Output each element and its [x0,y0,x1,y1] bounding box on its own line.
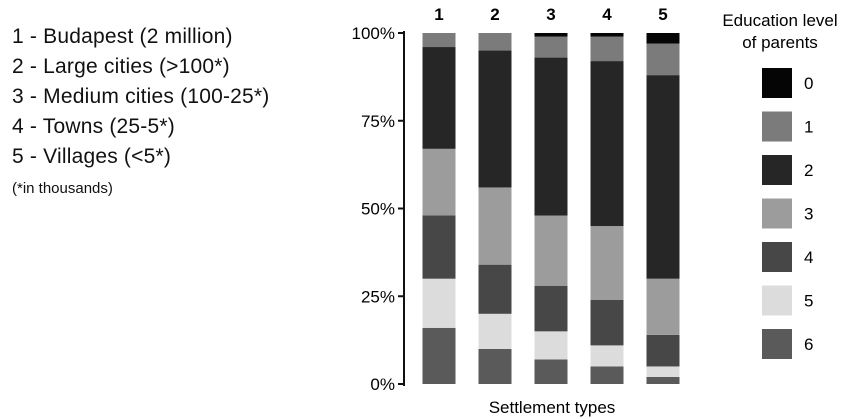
bar-segment-4 [534,285,568,332]
bars [422,33,680,384]
bar-segment-0 [534,33,568,37]
bar-segment-2 [646,75,680,279]
y-tick-label: 50% [361,200,395,219]
bar-segment-1 [478,33,512,51]
bar-segment-3 [422,148,456,216]
settlement-note: 2 - Large cities (>100*) [12,55,230,78]
category-labels: 1 2 3 4 5 [434,5,667,24]
bar-segment-1 [590,36,624,62]
category-label: 2 [490,5,499,24]
settlement-note: 5 - Villages (<5*) [12,145,172,168]
bar-segment-3 [478,187,512,265]
category-label: 1 [434,5,443,24]
bar-segment-3 [646,278,680,335]
bar-segment-6 [590,366,624,384]
bar-segment-5 [478,313,512,349]
legend-title: of parents [742,33,818,52]
bar-segment-0 [590,33,624,37]
bar-segment-2 [478,50,512,188]
bar-segment-6 [534,359,568,384]
thousands-footnote: (*in thousands) [12,180,113,197]
legend-label: 6 [804,335,813,354]
bar-segment-6 [646,376,680,384]
bar-segment-5 [422,278,456,328]
settlement-note: 4 - Towns (25-5*) [12,115,175,138]
y-tick-label: 0% [370,375,395,394]
y-tick-label: 75% [361,112,395,131]
legend-swatch-1 [762,111,792,142]
category-label: 4 [602,5,612,24]
bar-segment-1 [534,36,568,58]
bar-segment-4 [590,299,624,346]
bar-segment-3 [590,226,624,300]
legend-swatch-6 [762,329,792,359]
x-axis-title: Settlement types [489,398,616,417]
y-tick-label: 25% [361,287,395,306]
bar-segment-2 [534,57,568,216]
legend-swatch-4 [762,242,792,272]
bar-segment-0 [646,33,680,44]
legend-label: 5 [804,292,813,311]
settlement-note: 1 - Budapest (2 million) [12,25,233,48]
category-label: 3 [546,5,555,24]
legend-swatch-5 [762,285,792,316]
legend-swatch-0 [762,68,792,98]
bar-segment-4 [478,264,512,314]
legend-label: 3 [804,205,813,224]
bar-segment-4 [422,215,456,279]
legend-label: 2 [804,161,813,180]
bar-segment-2 [422,47,456,149]
legend-swatch-3 [762,198,792,229]
bar-segment-3 [534,215,568,286]
bar-segment-1 [646,43,680,76]
bar-segment-1 [422,33,456,48]
bar-segment-5 [590,345,624,367]
y-tick-label: 100% [352,24,395,43]
legend: Education level of parents 0 1 2 3 4 5 6 [722,11,838,359]
bar-segment-2 [590,61,624,227]
settlement-type-key: 1 - Budapest (2 million) 2 - Large citie… [12,22,332,200]
legend-label: 1 [804,118,813,137]
legend-title: Education level [722,11,837,30]
bar-segment-6 [422,327,456,384]
category-label: 5 [658,5,667,24]
settlement-note: 3 - Medium cities (100-25*) [12,85,270,108]
legend-label: 0 [804,74,813,93]
y-axis: 0% 25% 50% 75% 100% [352,24,405,394]
bar-segment-5 [534,331,568,360]
bar-segment-6 [478,348,512,384]
legend-swatch-2 [762,155,792,185]
bar-segment-5 [646,366,680,377]
legend-label: 4 [804,248,813,267]
bar-segment-4 [646,334,680,367]
